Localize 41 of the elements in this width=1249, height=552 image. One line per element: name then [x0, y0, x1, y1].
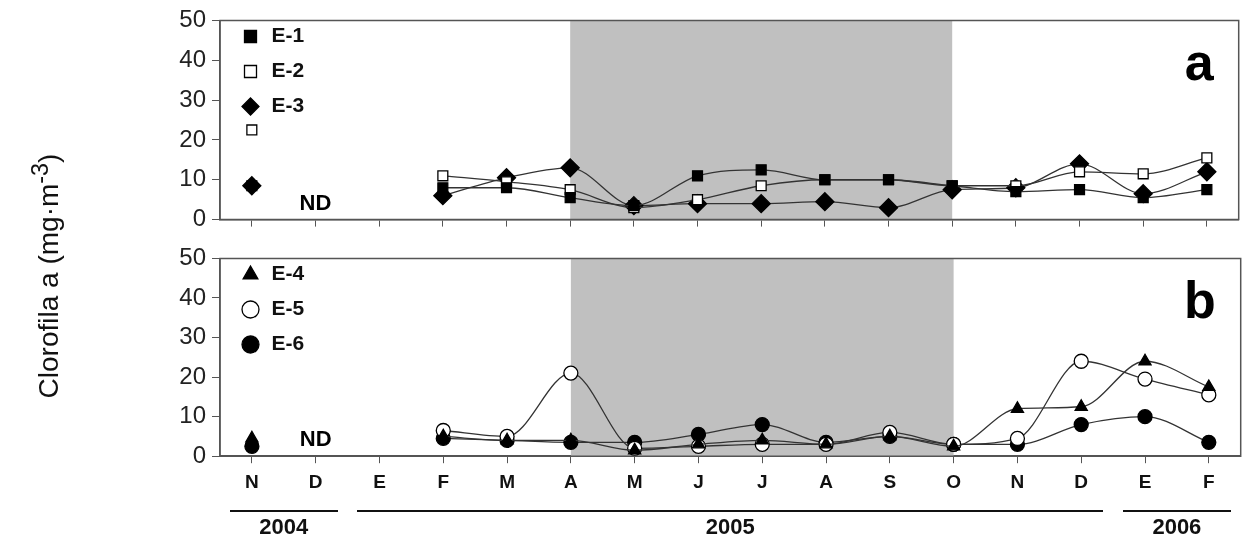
x-tick-label: F [437, 470, 450, 492]
y-tick-label: 40 [179, 282, 206, 310]
y-tick-label: 30 [179, 322, 206, 350]
y-tick-label: 0 [192, 204, 206, 232]
x-tick-label: O [946, 470, 962, 492]
x-tick-label: D [1074, 470, 1089, 492]
annotation: ND [299, 189, 332, 215]
y-tick-label: 20 [179, 361, 206, 389]
y-tick-label: 50 [179, 5, 206, 33]
y-tick-label: 20 [179, 124, 206, 152]
legend-label: E-4 [271, 261, 305, 285]
legend-label: E-6 [271, 331, 305, 355]
legend-label: E-1 [271, 23, 305, 47]
legend-label: E-3 [271, 93, 305, 117]
text: 2004 [229, 510, 338, 540]
y-tick-label: 0 [192, 440, 206, 468]
x-tick-label: M [499, 470, 515, 492]
annotation: ND [299, 426, 332, 452]
text: 2005 [357, 510, 1104, 540]
x-tick-label: D [308, 470, 323, 492]
y-tick-label: 10 [179, 401, 206, 429]
x-tick-label: E [373, 470, 386, 492]
x-tick-label: A [564, 470, 578, 492]
chart-title: b [1183, 271, 1216, 330]
y-tick-label: 40 [179, 44, 206, 72]
x-tick-label: M [626, 470, 643, 492]
x-tick-label: N [1010, 470, 1025, 492]
y-tick-label: 50 [179, 243, 206, 271]
x-tick-label: S [883, 470, 897, 492]
x-tick-label: F [1203, 470, 1215, 492]
chart-title: a [1184, 33, 1215, 92]
y-tick-label: 30 [179, 84, 206, 112]
x-tick-label: J [756, 470, 768, 492]
y-tick-label: 10 [179, 164, 206, 192]
x-tick-label: E [1138, 470, 1152, 492]
text: 2006 [1123, 510, 1231, 540]
x-tick-label: A [819, 470, 834, 492]
legend-label: E-2 [271, 58, 305, 82]
x-tick-label: J [693, 470, 704, 492]
legend-label: E-5 [271, 296, 305, 320]
x-tick-label: N [245, 470, 259, 492]
